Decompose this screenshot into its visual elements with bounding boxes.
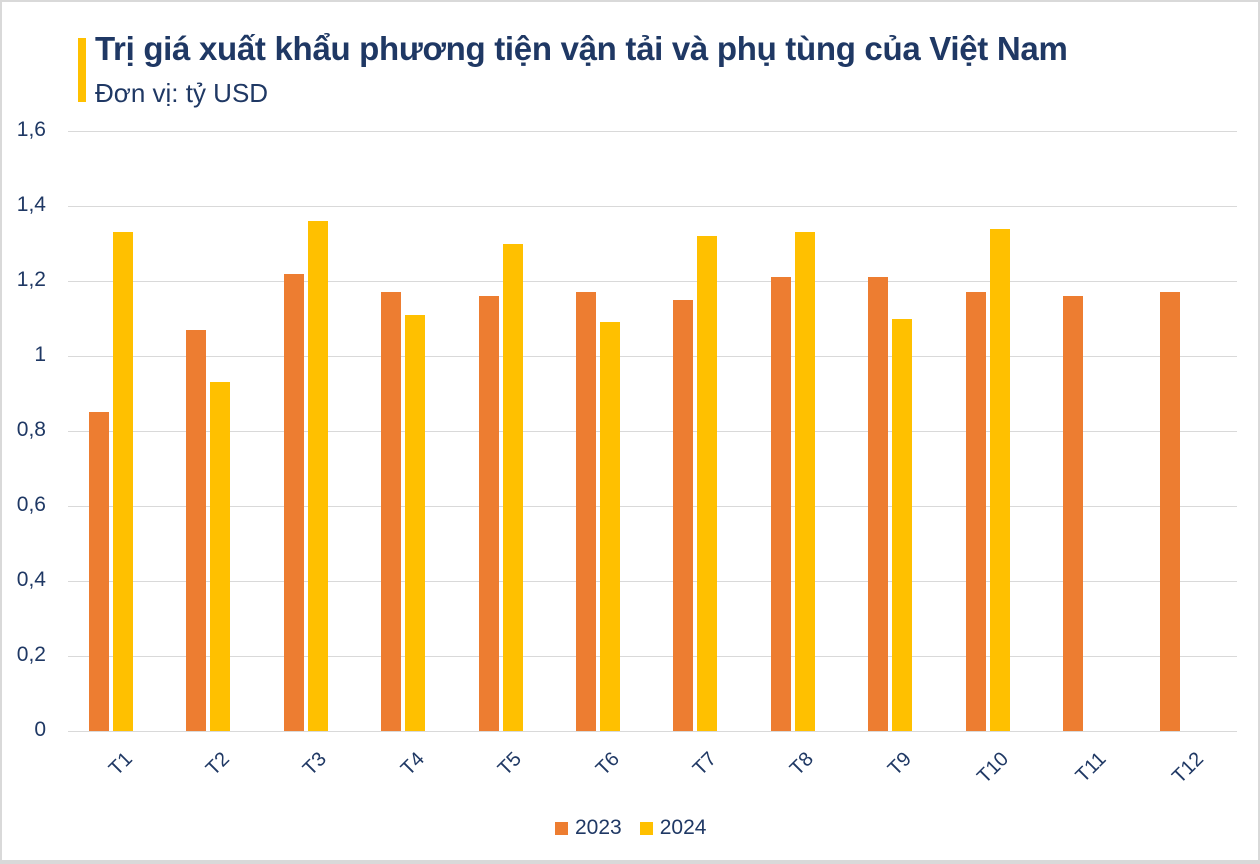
bar-2023-T12 [1160, 292, 1181, 731]
y-tick-label: 1,2 [16, 268, 46, 291]
x-tick-label: T12 [1168, 748, 1208, 788]
gridline [68, 131, 1237, 132]
gridline [68, 731, 1237, 732]
x-tick-label: T8 [786, 748, 819, 781]
y-tick-label: 0 [34, 718, 46, 741]
legend-item-2023: 2023 [555, 816, 622, 840]
bar-2023-T10 [965, 292, 986, 731]
bar-2023-T6 [576, 292, 596, 731]
x-tick-label: T5 [494, 748, 527, 781]
y-tick-label: 1,4 [16, 193, 46, 216]
bar-2023-T4 [381, 292, 402, 731]
bar-2023-T3 [283, 273, 304, 731]
bar-2023-T5 [478, 296, 499, 731]
gridline [68, 281, 1237, 282]
bar-2024-T3 [307, 221, 328, 731]
gridline [68, 356, 1237, 357]
bar-2024-T2 [210, 382, 231, 731]
bar-2024-T8 [794, 232, 815, 731]
y-tick-label: 0,4 [16, 568, 46, 591]
x-tick-label: T1 [104, 748, 137, 781]
y-tick-label: 1,6 [16, 118, 46, 141]
y-tick-label: 0,8 [16, 418, 46, 441]
legend-swatch-icon [639, 821, 653, 835]
legend: 2023 2024 [555, 816, 724, 840]
legend-label: 2023 [575, 816, 622, 839]
gridline [68, 206, 1237, 207]
x-tick-label: T10 [973, 748, 1014, 788]
x-tick-label: T3 [299, 748, 332, 781]
chart-title: Trị giá xuất khẩu phương tiện vận tải và… [95, 30, 1068, 67]
bar-2023-T11 [1063, 296, 1083, 731]
bar-2024-T9 [892, 318, 913, 731]
x-tick-label: T9 [883, 748, 916, 781]
x-tick-label: T7 [688, 748, 721, 781]
y-tick-label: 0,6 [16, 493, 46, 516]
bar-2023-T7 [673, 299, 694, 731]
x-tick-label: T2 [201, 748, 234, 781]
bar-2023-T9 [868, 277, 889, 731]
bar-2024-T4 [405, 314, 426, 731]
bar-2024-T5 [502, 243, 523, 731]
bar-2024-T1 [113, 232, 133, 731]
y-tick-label: 1 [34, 343, 46, 366]
legend-swatch-icon [555, 821, 568, 835]
gridline [68, 656, 1237, 657]
bar-2024-T7 [697, 236, 718, 731]
y-tick-label: 0,2 [16, 643, 46, 666]
bar-2023-T1 [89, 412, 109, 731]
chart-subtitle: Đơn vị: tỷ USD [95, 78, 269, 108]
gridline [68, 581, 1237, 582]
legend-label: 2024 [659, 816, 707, 839]
x-tick-label: T4 [396, 748, 429, 781]
bar-2024-T10 [989, 228, 1010, 731]
bar-2024-T6 [600, 322, 620, 731]
bar-2023-T8 [770, 277, 791, 731]
legend-item-2024: 2024 [639, 816, 707, 840]
gridline [68, 431, 1237, 432]
gridline [68, 506, 1237, 507]
title-accent-bar [78, 38, 86, 102]
x-tick-label: T6 [591, 748, 624, 781]
x-tick-label: T11 [1071, 748, 1111, 787]
bar-2023-T2 [186, 329, 207, 731]
